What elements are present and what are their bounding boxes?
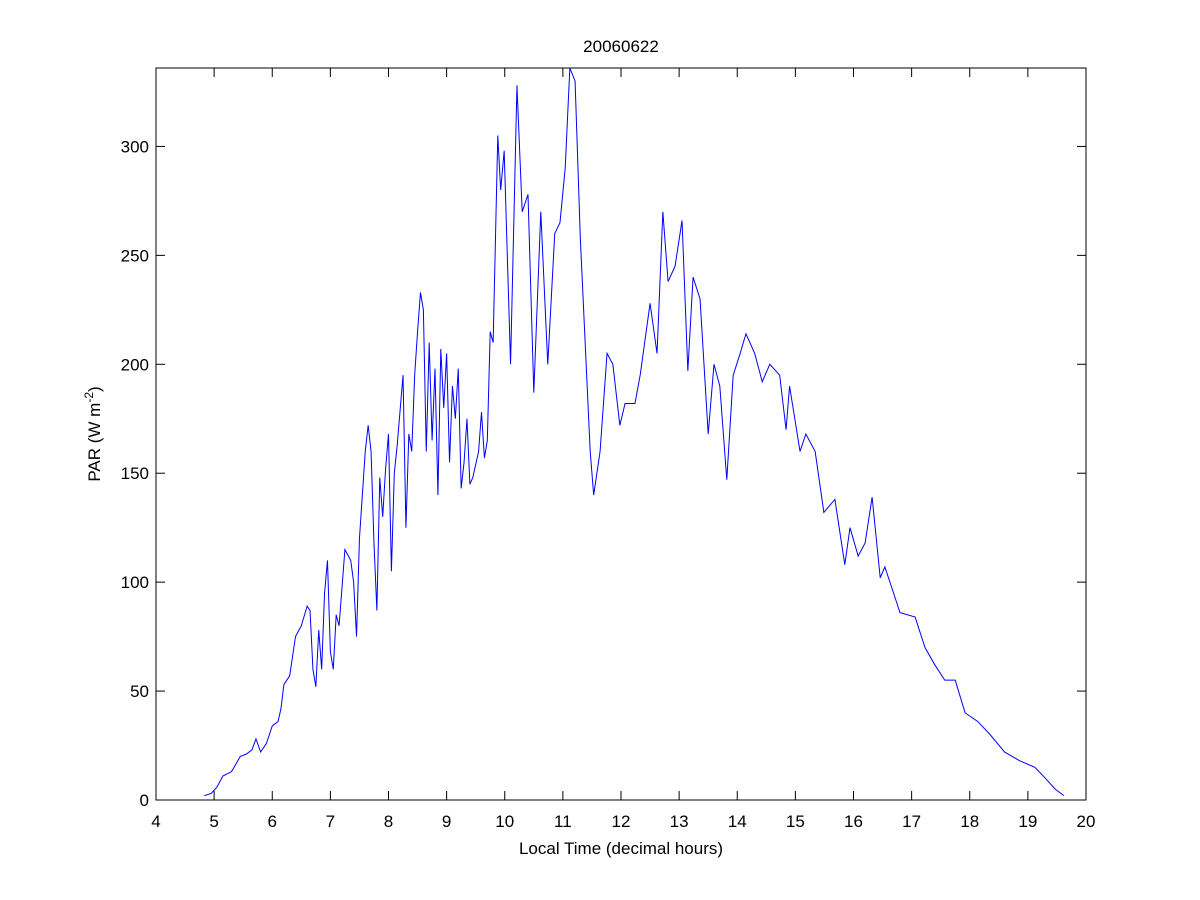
x-tick-label: 4 [151,812,160,831]
y-tick-label: 100 [121,573,149,592]
y-tick-label: 150 [121,464,149,483]
x-tick-label: 16 [844,812,863,831]
y-label-superscript: -2 [82,392,96,403]
x-tick-label: 18 [960,812,979,831]
y-tick-label: 250 [121,246,149,265]
x-tick-label: 5 [209,812,218,831]
x-tick-label: 14 [728,812,747,831]
y-label-text: PAR (W m [85,403,104,482]
x-tick-label: 12 [612,812,631,831]
y-tick-label: 0 [140,791,149,810]
x-tick-label: 17 [902,812,921,831]
x-tick-label: 19 [1018,812,1037,831]
x-tick-label: 15 [786,812,805,831]
y-label-suffix: ) [85,386,104,392]
x-tick-label: 7 [326,812,335,831]
x-tick-label: 10 [495,812,514,831]
x-axis-label: Local Time (decimal hours) [519,839,723,858]
x-tick-label: 8 [384,812,393,831]
chart-title: 20060622 [583,37,659,56]
x-tick-label: 20 [1077,812,1096,831]
x-tick-label: 6 [268,812,277,831]
data-line [204,67,1065,797]
y-tick-label: 300 [121,137,149,156]
y-tick-label: 200 [121,355,149,374]
x-tick-label: 11 [554,812,572,831]
y-tick-label: 50 [130,682,149,701]
x-tick-label: 9 [442,812,451,831]
y-axis-label: PAR (W m-2) [82,386,104,481]
x-tick-label: 13 [670,812,689,831]
